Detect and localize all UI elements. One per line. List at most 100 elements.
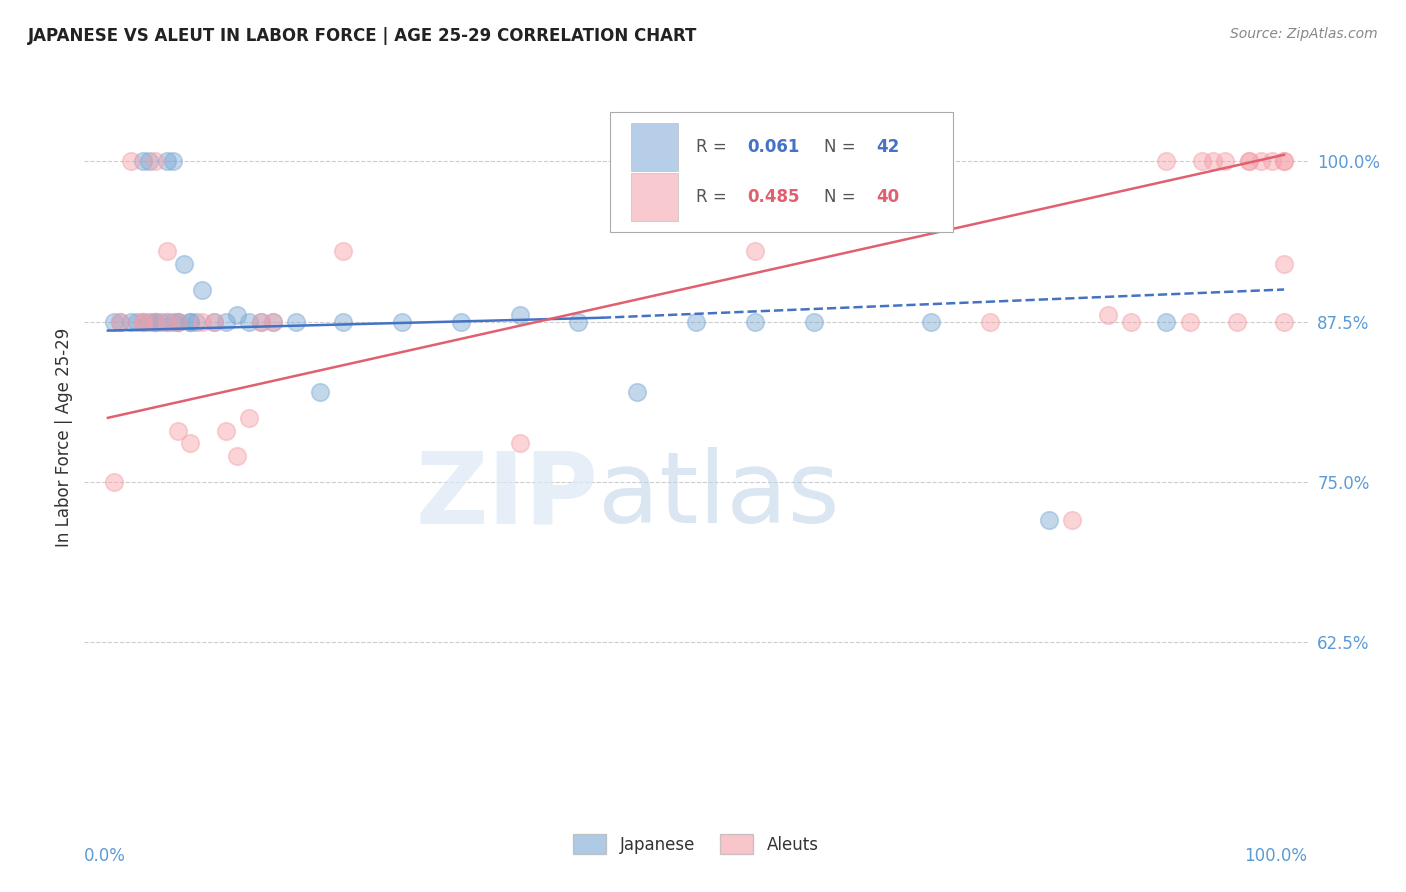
Point [509,436,531,450]
Point [238,410,260,425]
Point [1202,154,1225,169]
FancyBboxPatch shape [610,112,953,232]
Point [167,315,190,329]
Point [1213,154,1236,169]
Point [138,154,160,169]
Point [308,385,330,400]
Point [120,315,142,329]
Point [108,315,131,329]
Point [132,315,155,329]
Text: 42: 42 [876,138,898,156]
Point [1272,154,1295,169]
Point [132,154,155,169]
Point [450,315,472,329]
Y-axis label: In Labor Force | Age 25-29: In Labor Force | Age 25-29 [55,327,73,547]
Point [132,315,155,329]
Point [120,154,142,169]
Point [920,315,942,329]
Point [332,244,354,258]
Point [1191,154,1213,169]
Point [127,315,149,329]
Point [214,315,236,329]
Point [156,244,179,258]
Point [249,315,271,329]
Point [167,315,190,329]
Text: 0.485: 0.485 [748,188,800,206]
Point [191,315,214,329]
Point [156,315,179,329]
Text: 40: 40 [876,188,898,206]
Point [173,257,195,271]
Point [1261,154,1284,169]
Point [249,315,271,329]
Point [143,315,166,329]
Point [285,315,308,329]
Point [191,283,214,297]
Point [391,315,413,329]
Point [162,154,184,169]
Point [262,315,284,329]
Point [1121,315,1143,329]
Point [1062,514,1084,528]
Point [202,315,225,329]
Point [238,315,260,329]
Point [803,315,825,329]
Point [184,315,207,329]
Point [744,315,766,329]
Point [1272,315,1295,329]
Point [202,315,225,329]
Text: R =: R = [696,138,733,156]
Point [1156,315,1178,329]
Point [1226,315,1249,329]
Text: N =: N = [824,188,862,206]
Text: ZIP: ZIP [415,447,598,544]
Legend: Japanese, Aleuts: Japanese, Aleuts [567,828,825,860]
Text: N =: N = [824,138,862,156]
Point [685,315,707,329]
Text: Source: ZipAtlas.com: Source: ZipAtlas.com [1230,27,1378,41]
Text: 100.0%: 100.0% [1244,847,1308,864]
Point [167,315,190,329]
Text: R =: R = [696,188,733,206]
Point [1237,154,1260,169]
Text: JAPANESE VS ALEUT IN LABOR FORCE | AGE 25-29 CORRELATION CHART: JAPANESE VS ALEUT IN LABOR FORCE | AGE 2… [28,27,697,45]
Point [1178,315,1201,329]
Point [1250,154,1272,169]
Point [103,475,125,489]
Point [214,424,236,438]
Point [179,436,201,450]
Point [1038,514,1060,528]
Point [156,315,179,329]
Point [108,315,131,329]
Point [1237,154,1260,169]
Point [1156,154,1178,169]
Point [226,308,249,322]
Point [143,315,166,329]
Point [143,154,166,169]
Bar [631,173,678,220]
Bar [631,123,678,170]
Point [332,315,354,329]
Point [143,315,166,329]
Point [149,315,172,329]
Point [103,315,125,329]
Point [179,315,201,329]
Point [567,315,589,329]
Point [138,315,160,329]
Point [509,308,531,322]
Text: atlas: atlas [598,447,839,544]
Point [167,424,190,438]
Point [156,154,179,169]
Point [132,315,155,329]
Point [979,315,1001,329]
Point [162,315,184,329]
Point [1272,154,1295,169]
Point [744,244,766,258]
Point [179,315,201,329]
Text: 0.061: 0.061 [748,138,800,156]
Point [226,450,249,464]
Point [626,385,648,400]
Point [1272,257,1295,271]
Point [262,315,284,329]
Text: 0.0%: 0.0% [84,847,127,864]
